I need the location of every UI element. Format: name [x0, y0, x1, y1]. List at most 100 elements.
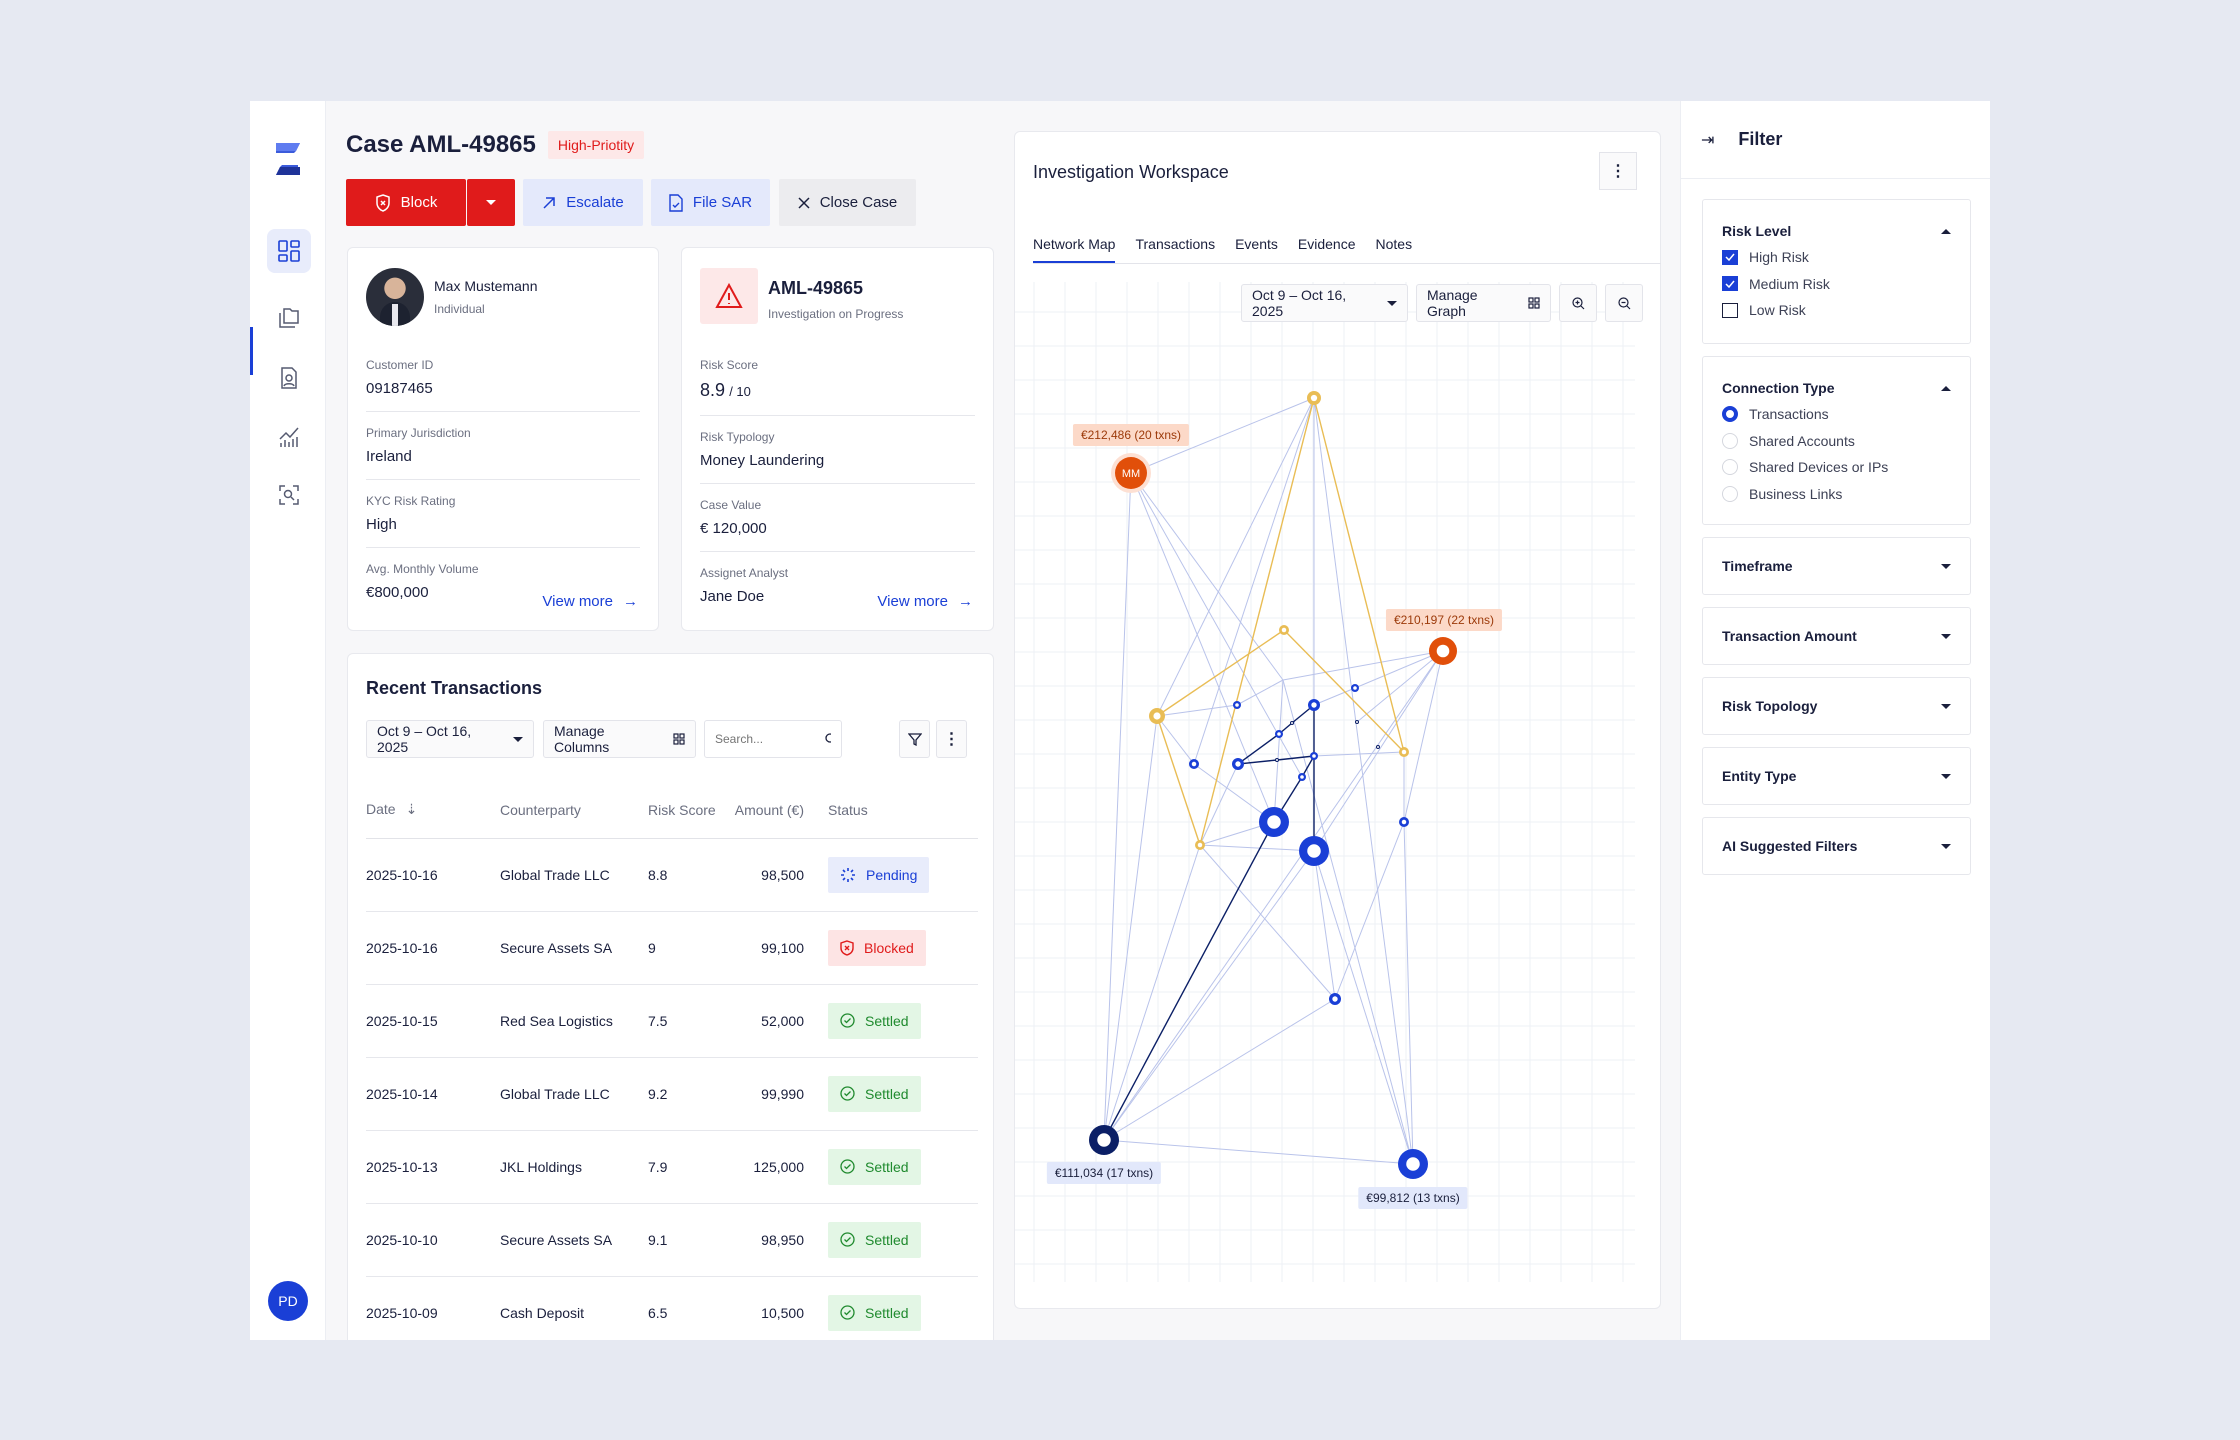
- filter-entity-type[interactable]: Entity Type: [1702, 747, 1971, 805]
- date-cell: 2025-10-10: [366, 1203, 500, 1277]
- search-field[interactable]: [704, 720, 842, 758]
- customer-view-more-link[interactable]: View more →: [542, 593, 638, 610]
- table-row[interactable]: 2025-10-10 Secure Assets SA 9.1 98,950 Settl…: [366, 1203, 978, 1277]
- search-input[interactable]: [715, 732, 815, 746]
- radio[interactable]: [1722, 406, 1738, 423]
- tab-events[interactable]: Events: [1235, 236, 1278, 252]
- manage-columns-button[interactable]: Manage Columns: [543, 720, 696, 758]
- more-options-button[interactable]: ⋮: [936, 720, 967, 758]
- radio[interactable]: [1722, 432, 1738, 449]
- risk-score-cell: 7.9: [648, 1130, 734, 1204]
- section-header[interactable]: Entity Type: [1703, 748, 1970, 804]
- block-dropdown-button[interactable]: [467, 179, 515, 226]
- table-row[interactable]: 2025-10-09 Cash Deposit 6.5 10,500 Settled: [366, 1276, 978, 1340]
- graph-node-b5[interactable]: [1189, 759, 1199, 769]
- status-badge: Settled: [828, 1221, 921, 1258]
- risk-option[interactable]: Medium Risk: [1703, 271, 1970, 298]
- graph-node-t2[interactable]: [1355, 720, 1359, 724]
- graph-node-B2[interactable]: [1299, 836, 1329, 866]
- date-range-value: Oct 9 – Oct 16, 2025: [1252, 287, 1347, 319]
- section-header[interactable]: Timeframe: [1703, 538, 1970, 594]
- zoom-out-button[interactable]: [1605, 284, 1643, 322]
- filter-timeframe[interactable]: Timeframe: [1702, 537, 1971, 595]
- graph-node-b3[interactable]: [1351, 684, 1359, 692]
- close-case-button[interactable]: Close Case: [779, 179, 916, 226]
- filter-risk-topology[interactable]: Risk Topology: [1702, 677, 1971, 735]
- filter-ai-suggested-filters[interactable]: AI Suggested Filters: [1702, 817, 1971, 875]
- connection-type-header[interactable]: Connection Type: [1703, 357, 1970, 413]
- date-range-select[interactable]: Oct 9 – Oct 16, 2025: [366, 720, 534, 758]
- graph-node-y3[interactable]: [1149, 708, 1165, 724]
- connection-option[interactable]: Shared Devices or IPs: [1703, 454, 1970, 481]
- graph-node-t3[interactable]: [1376, 745, 1380, 749]
- graph-node-t4[interactable]: [1275, 758, 1279, 762]
- sidebar-item-dashboard[interactable]: [267, 229, 311, 273]
- graph-node-b6[interactable]: [1232, 758, 1244, 770]
- network-map[interactable]: MM: [1015, 282, 1662, 1282]
- risk-option[interactable]: Low Risk: [1703, 297, 1970, 324]
- collapse-panel-icon[interactable]: ⇥: [1701, 131, 1715, 149]
- workspace-menu-button[interactable]: ⋮: [1599, 152, 1637, 190]
- column-header[interactable]: Date ⇣: [366, 782, 500, 839]
- sidebar-item-cases[interactable]: [267, 296, 311, 340]
- block-button[interactable]: Block: [346, 179, 466, 226]
- section-header[interactable]: Transaction Amount: [1703, 608, 1970, 664]
- sidebar-item-analytics[interactable]: [267, 415, 311, 459]
- radio[interactable]: [1722, 485, 1738, 502]
- graph-node-y5[interactable]: [1195, 840, 1205, 850]
- radio[interactable]: [1722, 459, 1738, 476]
- file-sar-button[interactable]: File SAR: [651, 179, 770, 226]
- section-header[interactable]: Risk Topology: [1703, 678, 1970, 734]
- graph-node-n1[interactable]: [1307, 391, 1321, 405]
- graph-node-y4[interactable]: [1399, 747, 1409, 757]
- connection-option[interactable]: Transactions: [1703, 401, 1970, 428]
- filter-transaction-amount[interactable]: Transaction Amount: [1702, 607, 1971, 665]
- graph-date-range-select[interactable]: Oct 9 – Oct 16, 2025: [1241, 284, 1408, 322]
- checkbox[interactable]: [1722, 276, 1738, 292]
- zoom-in-button[interactable]: [1559, 284, 1597, 322]
- graph-node-mm[interactable]: MM: [1111, 453, 1151, 493]
- checkbox[interactable]: [1722, 249, 1738, 265]
- sort-icon[interactable]: ⇣: [405, 801, 418, 818]
- sidebar-item-scan[interactable]: [267, 473, 311, 517]
- table-row[interactable]: 2025-10-14 Global Trade LLC 9.2 99,990 Settl…: [366, 1057, 978, 1131]
- case-view-more-link[interactable]: View more →: [877, 593, 973, 610]
- graph-node-b9[interactable]: [1399, 817, 1409, 827]
- manage-graph-button[interactable]: Manage Graph: [1416, 284, 1551, 322]
- date-cell: 2025-10-09: [366, 1276, 500, 1340]
- section-header[interactable]: AI Suggested Filters: [1703, 818, 1970, 874]
- table-row[interactable]: 2025-10-13 JKL Holdings 7.9 125,000 Settled: [366, 1130, 978, 1204]
- graph-node-b8[interactable]: [1298, 773, 1306, 781]
- table-row[interactable]: 2025-10-16 Secure Assets SA 9 99,100 Blocked: [366, 911, 978, 985]
- graph-node-b2[interactable]: [1308, 699, 1320, 711]
- table-row[interactable]: 2025-10-16 Global Trade LLC 8.8 98,500 Pendi…: [366, 838, 978, 912]
- user-avatar[interactable]: PD: [268, 1281, 308, 1321]
- customer-field: KYC Risk Rating High: [366, 480, 640, 548]
- connection-option[interactable]: Shared Accounts: [1703, 428, 1970, 455]
- tab-transactions[interactable]: Transactions: [1135, 236, 1216, 252]
- graph-node-b4[interactable]: [1275, 730, 1283, 738]
- table-row[interactable]: 2025-10-15 Red Sea Logistics 7.5 52,000 Sett…: [366, 984, 978, 1058]
- filter-button[interactable]: [899, 720, 930, 758]
- graph-node-o2[interactable]: [1429, 637, 1457, 665]
- escalate-button[interactable]: Escalate: [523, 179, 643, 226]
- graph-node-B3[interactable]: [1398, 1149, 1428, 1179]
- graph-node-t1[interactable]: [1290, 721, 1294, 725]
- cell-text: 2025-10-09: [366, 1304, 438, 1321]
- cell-text: 7.9: [648, 1158, 668, 1175]
- checkbox[interactable]: [1722, 302, 1738, 318]
- tab-notes[interactable]: Notes: [1375, 236, 1413, 252]
- risk-score-cell: 9: [648, 911, 734, 985]
- tab-network-map[interactable]: Network Map: [1033, 236, 1116, 263]
- graph-node-b7[interactable]: [1310, 752, 1318, 760]
- graph-node-y2[interactable]: [1279, 625, 1289, 635]
- graph-node-b10[interactable]: [1329, 993, 1341, 1005]
- graph-node-B1[interactable]: [1259, 807, 1289, 837]
- sidebar-item-profiles[interactable]: [267, 356, 311, 400]
- graph-node-N[interactable]: [1089, 1125, 1119, 1155]
- connection-option[interactable]: Business Links: [1703, 481, 1970, 508]
- risk-level-header[interactable]: Risk Level: [1703, 200, 1970, 256]
- risk-option[interactable]: High Risk: [1703, 244, 1970, 271]
- graph-node-b1[interactable]: [1233, 701, 1241, 709]
- tab-evidence[interactable]: Evidence: [1297, 236, 1356, 252]
